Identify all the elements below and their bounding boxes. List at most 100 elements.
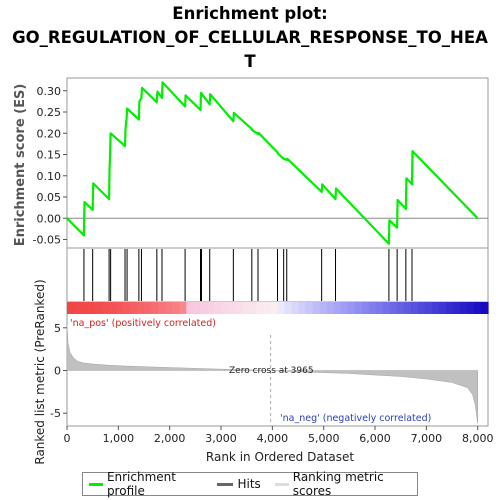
es-y-tick-label: 0.00 <box>37 212 62 225</box>
rank-color-segment <box>137 302 145 314</box>
x-tick-label: 5,000 <box>308 432 340 445</box>
es-y-tick-label: 0.20 <box>37 127 62 140</box>
rank-color-segment <box>228 302 236 314</box>
rank-color-segment <box>417 302 426 314</box>
rank-color-segment <box>389 302 398 314</box>
rank-color-segment <box>305 302 314 314</box>
rank-color-segment <box>326 302 335 314</box>
es-y-tick-label: 0.30 <box>37 85 62 98</box>
rank-color-segment <box>172 302 180 314</box>
rank-color-segment <box>410 302 419 314</box>
legend-swatch-hits <box>217 482 234 486</box>
rank-color-segment <box>186 302 194 314</box>
rank-color-segment <box>396 302 405 314</box>
rank-color-bar <box>67 302 489 314</box>
rank-color-segment <box>200 302 208 314</box>
rank-color-segment <box>480 302 489 314</box>
rank-color-segment <box>81 302 89 314</box>
rank-color-segment <box>109 302 117 314</box>
rank-color-segment <box>130 302 138 314</box>
rank-color-segment <box>445 302 454 314</box>
rank-color-segment <box>95 302 103 314</box>
rank-color-segment <box>221 302 229 314</box>
rank-color-segment <box>116 302 124 314</box>
pos-annotation: 'na_pos' (positively correlated) <box>70 318 216 329</box>
rank-color-segment <box>424 302 433 314</box>
rank-color-segment <box>473 302 482 314</box>
rank-color-segment <box>256 302 265 314</box>
rank-color-segment <box>277 302 286 314</box>
neg-annotation: 'na_neg' (negatively correlated) <box>280 413 431 424</box>
legend-swatch-ranking <box>274 482 289 486</box>
rank-color-segment <box>438 302 447 314</box>
es-layer: -0.05 0.00 0.05 0.10 0.15 0.20 0.25 0.30 <box>33 81 488 247</box>
rank-color-segment <box>382 302 391 314</box>
rank-color-segment <box>144 302 152 314</box>
es-y-tick-label: 0.05 <box>37 191 62 204</box>
rank-color-segment <box>74 302 82 314</box>
rank-color-segment <box>242 302 251 314</box>
rank-color-segment <box>179 302 187 314</box>
x-tick-label: 1,000 <box>103 432 135 445</box>
x-tick-label: 6,000 <box>359 432 391 445</box>
es-y-tick-label: 0.10 <box>37 170 62 183</box>
enrichment-profile-line <box>66 81 479 245</box>
title-line-2: GO_REGULATION_OF_CELLULAR_RESPONSE_TO_HE… <box>12 28 488 47</box>
metric-y-tick-label: 0 <box>54 365 61 378</box>
x-tick-label: 0 <box>64 432 71 445</box>
rank-color-segment <box>193 302 201 314</box>
rank-color-segment <box>459 302 468 314</box>
title-line-3: T <box>244 52 256 71</box>
rank-color-segment <box>88 302 96 314</box>
legend-label-hits: Hits <box>237 477 261 491</box>
rank-color-segment <box>431 302 440 314</box>
rank-color-segment <box>368 302 377 314</box>
rank-color-segment <box>263 302 272 314</box>
rank-color-segment <box>298 302 307 314</box>
rank-color-segment <box>165 302 173 314</box>
x-tick-label: 7,000 <box>411 432 443 445</box>
rank-color-segment <box>249 302 258 314</box>
x-tick-label: 8,000 <box>462 432 494 445</box>
metric-y-tick-label: -5 <box>50 407 61 420</box>
legend-item-ranking: Ranking metric scores <box>274 470 409 498</box>
rank-color-segment <box>452 302 461 314</box>
rank-color-segment <box>333 302 342 314</box>
rank-color-segment <box>319 302 328 314</box>
x-axis-label: Rank in Ordered Dataset <box>206 450 354 464</box>
rank-color-segment <box>235 302 244 314</box>
legend-item-enrichment: Enrichment profile <box>89 470 203 498</box>
rank-color-segment <box>347 302 356 314</box>
rank-color-segment <box>312 302 321 314</box>
rank-color-segment <box>340 302 349 314</box>
x-tick-label: 3,000 <box>205 432 237 445</box>
rank-color-segment <box>291 302 300 314</box>
es-y-axis-label: Enrichment score (ES) <box>13 84 28 247</box>
rank-color-segment <box>67 302 75 314</box>
x-tick-label: 2,000 <box>154 432 186 445</box>
metric-y-axis-label: Ranked list metric (PreRanked) <box>33 279 47 464</box>
legend-item-hits: Hits <box>217 477 261 491</box>
rank-color-segment <box>214 302 222 314</box>
metric-y-tick-label: 5 <box>54 322 61 335</box>
legend-label-ranking: Ranking metric scores <box>292 470 384 498</box>
rank-color-segment <box>158 302 166 314</box>
hits-layer <box>83 249 413 301</box>
es-y-tick-label: 0.15 <box>37 149 62 162</box>
legend-swatch-enrichment <box>89 482 103 486</box>
es-y-tick-label: 0.25 <box>37 106 62 119</box>
es-y-tick-label: -0.05 <box>33 234 61 247</box>
ranking-metric-area <box>66 324 478 424</box>
rank-color-segment <box>375 302 384 314</box>
rank-color-segment <box>270 302 279 314</box>
rank-color-segment <box>123 302 131 314</box>
rank-color-segment <box>361 302 370 314</box>
rank-color-segment <box>354 302 363 314</box>
legend-label-enrichment: Enrichment profile <box>106 470 176 498</box>
rank-color-segment <box>466 302 475 314</box>
zero-cross-annotation: Zero cross at 3965 <box>229 366 314 376</box>
rank-color-segment <box>403 302 412 314</box>
legend: Enrichment profile Hits Ranking metric s… <box>82 470 418 498</box>
